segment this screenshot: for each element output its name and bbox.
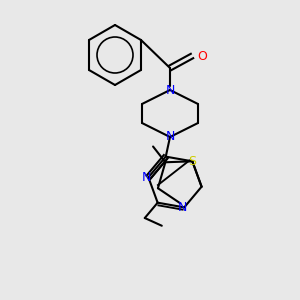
- Text: O: O: [197, 50, 207, 62]
- Text: N: N: [142, 171, 151, 184]
- Text: S: S: [188, 155, 196, 168]
- Text: N: N: [165, 83, 175, 97]
- Text: N: N: [178, 201, 187, 214]
- Text: N: N: [165, 130, 175, 143]
